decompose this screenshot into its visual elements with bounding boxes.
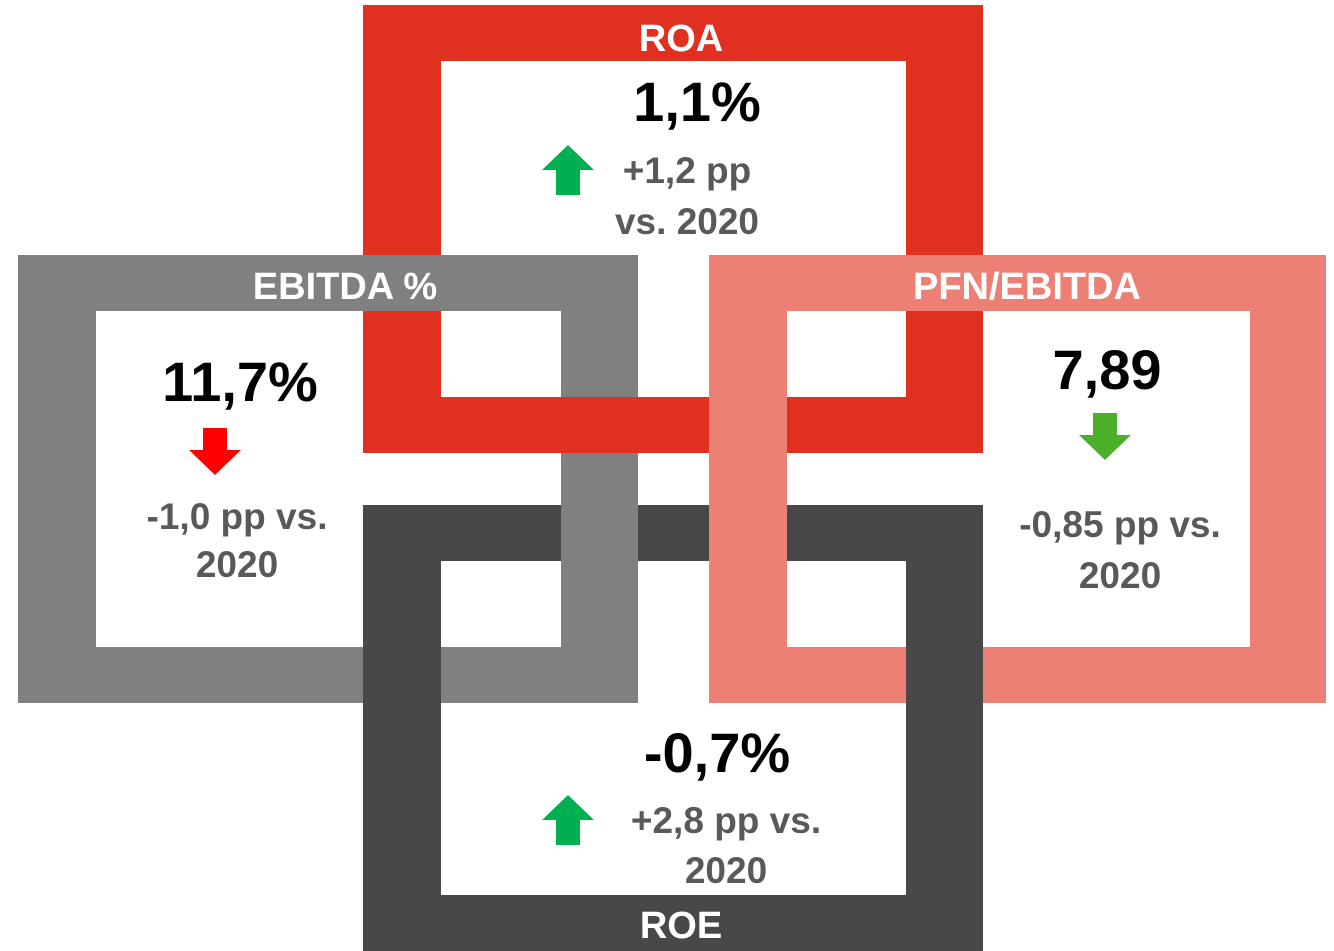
- roa-frame: [363, 5, 983, 453]
- card-change: -0,85 pp vs.: [1019, 504, 1221, 545]
- pfn-frame: [709, 255, 1326, 703]
- card-change: +1,2 pp: [623, 150, 752, 191]
- arrow-down: [189, 428, 241, 475]
- card-change: vs. 2020: [615, 201, 759, 242]
- interlock: [363, 647, 441, 703]
- card-title: ROE: [640, 905, 722, 947]
- arrow-down: [1079, 413, 1131, 460]
- card-change: 2020: [196, 544, 278, 585]
- card-change: +2,8 pp vs.: [631, 800, 821, 841]
- arrow-up: [542, 145, 594, 195]
- card-value: -0,7%: [644, 721, 790, 784]
- card-change: -1,0 pp vs.: [147, 496, 328, 537]
- roe-frame: [363, 505, 983, 951]
- interlock: [561, 397, 638, 453]
- card-value: 11,7%: [162, 350, 318, 413]
- card-title: PFN/EBITDA: [913, 266, 1141, 308]
- card-title: EBITDA %: [253, 266, 437, 308]
- interlock: [906, 647, 983, 703]
- ebitda-frame: [18, 255, 638, 703]
- card-value: 7,89: [1053, 338, 1162, 401]
- card-change: 2020: [1079, 555, 1161, 596]
- card-title: ROA: [639, 18, 723, 60]
- card-change: 2020: [685, 850, 767, 891]
- arrow-up: [542, 795, 594, 845]
- card-value: 1,1%: [633, 70, 761, 133]
